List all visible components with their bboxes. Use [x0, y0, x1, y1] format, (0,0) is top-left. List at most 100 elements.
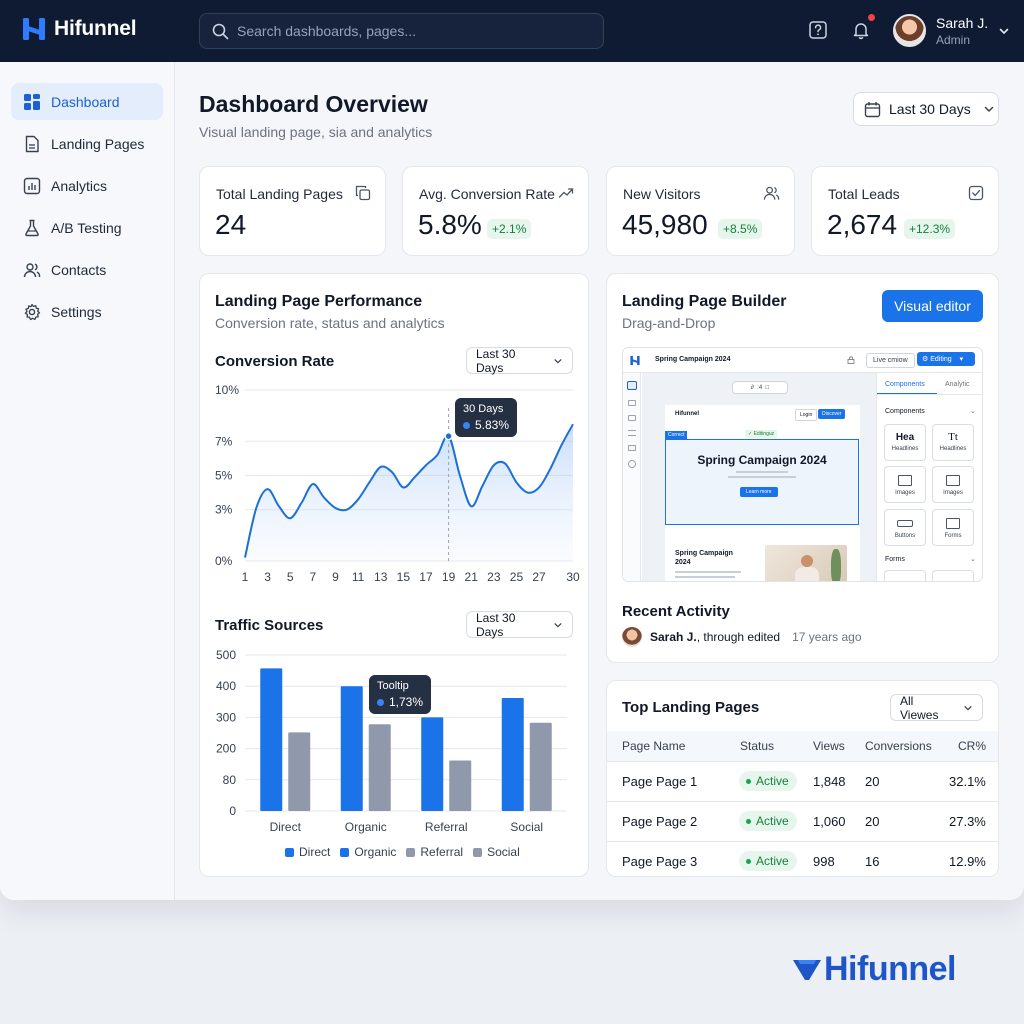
form-icon[interactable]	[628, 445, 636, 451]
gear-icon	[24, 303, 41, 320]
bar-chart-icon	[23, 177, 41, 194]
bar	[421, 717, 444, 811]
kpi-card-conversion-rate[interactable]: Avg. Conversion Rate 5.8% +2.1%	[402, 166, 589, 256]
hero-section[interactable]: Spring Campaign 2024 Learn more	[665, 439, 859, 525]
traffic-sources-chart: 0 80 200 300 400 500 Direct Organic Referral Soci…	[216, 648, 567, 834]
text-icon[interactable]	[628, 430, 636, 436]
component-tile-headline[interactable]: Hea Headlines	[884, 424, 926, 461]
search-bar[interactable]	[199, 13, 604, 49]
y-tick-label: 500	[216, 648, 236, 662]
footer-logo-text: Hifunnel	[824, 950, 956, 988]
bar	[340, 686, 363, 811]
sidebar-item-landing-pages[interactable]: Landing Pages	[11, 125, 163, 162]
kpi-value: 45,980	[622, 209, 708, 240]
row-conversions: 16	[865, 854, 880, 869]
hero-text-line	[736, 471, 788, 473]
tooltip-value: 1,73%	[389, 695, 424, 709]
area-fill	[245, 424, 573, 561]
views-filter-select[interactable]: All Viewes	[890, 693, 983, 722]
date-range-label: Last 30 Days	[889, 101, 971, 117]
person-photo	[795, 567, 819, 581]
component-tile-button[interactable]: Buttons	[884, 509, 926, 546]
user-menu[interactable]: Sarah J. Admin	[893, 14, 1010, 47]
traffic-tooltip: Tooltip 1,73%	[369, 675, 432, 714]
component-tile-text[interactable]: Tt Headlines	[932, 424, 974, 461]
builder-canvas[interactable]: ∂ :4 □ Hifunnel Login Discover Correct ✓…	[642, 373, 876, 581]
tab-components[interactable]: Components	[885, 381, 925, 388]
settings-icon[interactable]	[628, 460, 636, 468]
legend-swatch	[285, 848, 294, 857]
y-tick-label: 5%	[215, 469, 233, 483]
column-header-views[interactable]: Views	[813, 739, 845, 753]
traffic-range-select[interactable]: Last 30 Days	[466, 611, 573, 639]
kpi-change-badge: +8.5%	[718, 219, 763, 239]
x-tick-label: 21	[465, 570, 479, 584]
component-tile-form[interactable]: Forms	[932, 509, 974, 546]
gear-icon: ⚙	[922, 356, 929, 363]
builder-preview[interactable]: Spring Campaign 2024 Live cmiow ⚙ Editin…	[622, 347, 983, 582]
activity-item[interactable]: Sarah J., through edited 17 years ago	[622, 627, 862, 647]
column-header-page-name[interactable]: Page Name	[622, 739, 686, 753]
help-icon[interactable]	[808, 20, 828, 40]
sidebar-item-contacts[interactable]: Contacts	[11, 251, 163, 288]
chevron-down-icon[interactable]: ⌄	[970, 556, 976, 563]
brand[interactable]: Hifunnel	[22, 16, 137, 42]
row-cr: 27.3%	[949, 814, 986, 829]
conversion-range-select[interactable]: Last 30 Days	[466, 347, 573, 375]
kpi-card-new-visitors[interactable]: New Visitors 45,980 +8.5%	[606, 166, 795, 256]
conversion-tooltip: 30 Days 5.83%	[455, 398, 518, 437]
section-icon[interactable]	[628, 415, 636, 421]
file-icon	[25, 135, 39, 152]
kpi-value: 2,674	[827, 209, 898, 240]
flask-icon	[25, 219, 39, 236]
tab-analytic[interactable]: Analytic	[945, 381, 970, 388]
sidebar-item-ab-testing[interactable]: A/B Testing	[11, 209, 163, 246]
sidebar-item-analytics[interactable]: Analytics	[11, 167, 163, 204]
row-page-name[interactable]: Page Page 1	[622, 774, 698, 789]
components-panel: Components Analytic Components ⌄ Hea Hea…	[876, 373, 982, 581]
component-tile-images[interactable]: Images	[932, 466, 974, 503]
search-input[interactable]	[237, 23, 577, 39]
row-conversions: 20	[865, 814, 880, 829]
row-page-name[interactable]: Page Page 3	[622, 854, 698, 869]
sidebar-item-label: Settings	[51, 303, 102, 320]
column-header-conversions[interactable]: Conversions	[865, 739, 932, 753]
layout-icon[interactable]	[627, 381, 637, 390]
legend-label: Social	[487, 845, 520, 859]
live-preview-button[interactable]: Live cmiow	[866, 353, 915, 368]
x-tick-label: 11	[352, 570, 365, 584]
date-range-button[interactable]: Last 30 Days	[853, 92, 999, 126]
row-divider	[607, 841, 998, 842]
bar	[260, 668, 283, 811]
editing-tag: ✓ Editinguz	[745, 430, 778, 438]
component-tile-form-input[interactable]	[932, 570, 974, 581]
sidebar-item-dashboard[interactable]: Dashboard	[11, 83, 163, 120]
kpi-card-landing-pages[interactable]: Total Landing Pages 24	[199, 166, 386, 256]
text-format-toolbar[interactable]: ∂ :4 □	[732, 381, 788, 394]
activity-text: Sarah J., through edited	[650, 630, 780, 644]
x-tick-label: 1	[242, 570, 249, 584]
row-views: 1,848	[813, 774, 846, 789]
y-tick-label: 0	[229, 804, 236, 818]
kpi-card-total-leads[interactable]: Total Leads 2,674 +12.3%	[811, 166, 999, 256]
user-name: Sarah J.	[936, 14, 989, 31]
column-header-status[interactable]: Status	[740, 739, 775, 753]
row-divider	[607, 761, 998, 762]
component-tile-image[interactable]: Images	[884, 466, 926, 503]
tooltip-title: Tooltip	[377, 680, 409, 692]
column-header-cr[interactable]: CR%	[958, 739, 987, 753]
bell-icon[interactable]	[851, 20, 871, 40]
y-tick-label: 300	[216, 710, 236, 724]
editing-button[interactable]: ⚙ Editing ▾	[917, 352, 975, 366]
page-preview: Hifunnel Login Discover Correct ✓ Editin…	[665, 405, 860, 581]
y-tick-label: 0%	[215, 554, 233, 568]
chevron-down-icon[interactable]: ⌄	[970, 408, 976, 415]
image-icon[interactable]	[628, 400, 636, 406]
sidebar-item-settings[interactable]: Settings	[11, 293, 163, 330]
chevron-down-icon	[964, 705, 972, 711]
row-page-name[interactable]: Page Page 2	[622, 814, 698, 829]
legend-label: Direct	[299, 845, 331, 859]
component-tile-form-field[interactable]	[884, 570, 926, 581]
select-value: All Viewes	[900, 693, 939, 722]
visual-editor-button[interactable]: Visual editor	[882, 290, 983, 322]
